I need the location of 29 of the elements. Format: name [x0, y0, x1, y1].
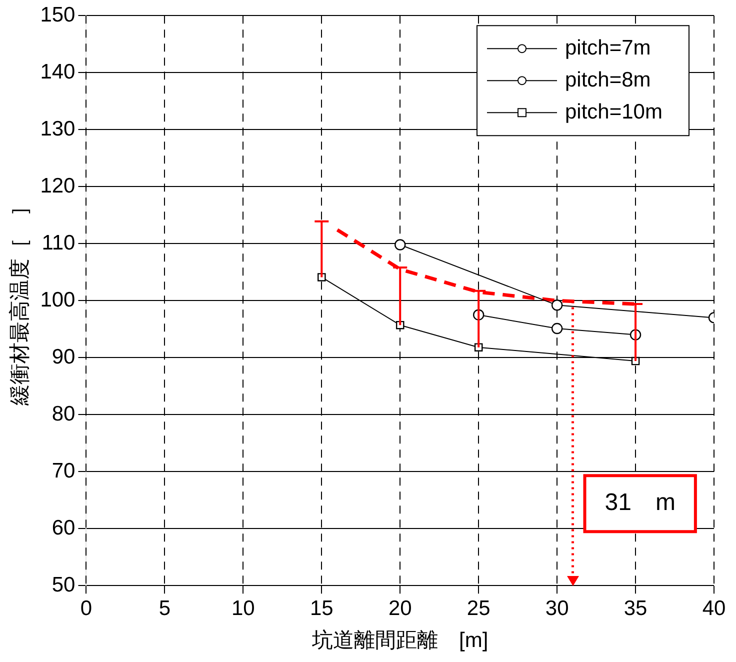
y-tick-label: 60 [52, 516, 76, 540]
point [394, 239, 406, 250]
x-tick-label: 20 [388, 596, 412, 620]
x-tick-label: 30 [545, 596, 569, 620]
point [551, 300, 563, 311]
x-tick-label: 5 [158, 596, 171, 620]
y-tick-label: 110 [42, 231, 76, 254]
y-tick-label: 50 [52, 573, 76, 596]
x-axis-title: 坑道離間距離 [m] [311, 629, 488, 652]
y-tick-label: 100 [40, 288, 76, 312]
y-tick-label: 150 [40, 3, 76, 26]
y-tick-label: 140 [40, 60, 76, 84]
legend-label: pitch=8m [565, 68, 651, 92]
x-tick-label: 0 [80, 596, 92, 620]
y-tick-label: 130 [40, 117, 76, 140]
y-axis-title: 緩衝材最高温度［ ］ [8, 196, 32, 407]
x-tick-label: 35 [624, 596, 648, 620]
y-tick-label: 70 [52, 459, 76, 482]
legend-label: pitch=10m [565, 100, 662, 124]
ref-line-label: 31 m [604, 489, 676, 516]
y-tick-label: 80 [52, 402, 76, 426]
point [551, 322, 563, 334]
x-tick-label: 25 [466, 596, 490, 620]
x-tick-label: 15 [310, 596, 334, 620]
legend-label: pitch=7m [565, 36, 651, 60]
y-tick-label: 90 [52, 345, 76, 368]
x-tick-label: 10 [232, 596, 255, 620]
y-tick-label: 120 [40, 174, 76, 198]
x-tick-label: 40 [702, 596, 726, 620]
